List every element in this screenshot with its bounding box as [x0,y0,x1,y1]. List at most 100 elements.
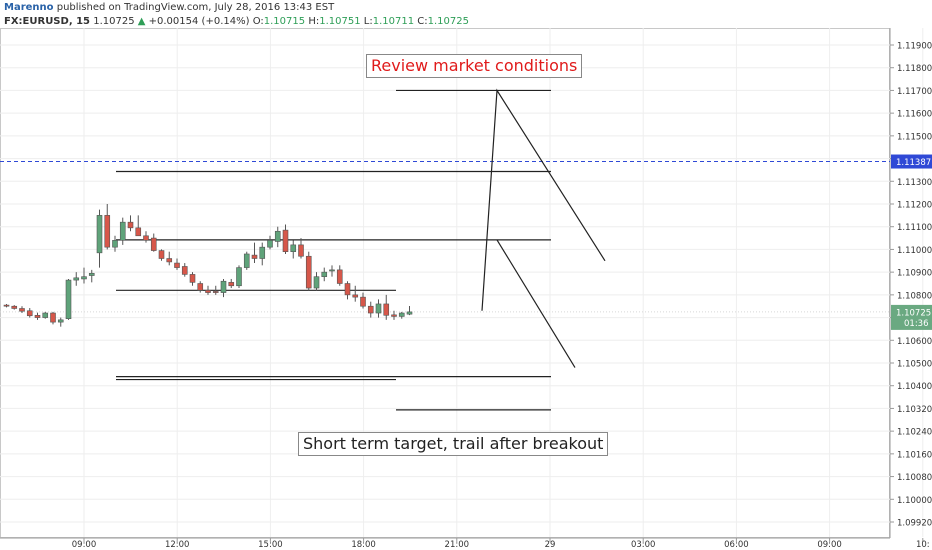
y-tick-label: 1.10080 [897,473,932,483]
countdown-label: 01:36 [904,319,929,329]
current-price-badge [891,304,932,330]
candle-body [267,240,273,248]
candle-body [112,240,118,248]
candle-body [197,283,204,291]
y-tick-label: 1.10000 [897,496,932,506]
y-tick-label: 1.11100 [897,223,932,233]
time-axis[interactable]: 09:00 12:00 15:00 18:00 21:00 29 03:00 06:00 09:… [0,537,930,550]
grid [0,28,924,537]
y-tick-label: 1.11700 [897,87,932,97]
candle-body [42,312,49,318]
author-name[interactable]: Marenno [4,2,54,13]
x-tick-label: 12:00 [165,540,190,550]
symbol-label: FX:EURUSD, 15 [4,16,91,27]
low-label: L: [363,16,373,27]
up-arrow-icon: ▲ [137,16,146,27]
breakout-projection-line [481,88,606,311]
y-tick-label: 1.11500 [897,132,932,142]
y-tick-label: 1.10600 [897,337,932,347]
candle-body [336,269,343,284]
y-tick-label: 1.10400 [897,382,932,392]
ohlc-legend: FX:EURUSD, 15 1.10725 ▲ +0.00154 (+0.14%… [4,16,469,27]
candle-body [88,272,95,276]
price-change: +0.00154 (+0.14%) [148,16,250,27]
candle-body [96,215,103,254]
breakdown-projection-line [496,239,576,368]
candle-body [251,254,258,259]
candle-body [367,305,374,314]
x-tick-label: 21:00 [445,540,470,550]
high-label: H: [308,16,320,27]
x-tick-label: 09:00 [72,540,97,550]
target-annotation-text: Short term target, trail after breakout [303,434,604,453]
candle-body [329,269,335,272]
open-label: O: [252,16,264,27]
candle-body [344,283,351,296]
y-tick-label: 1.10160 [897,450,932,460]
candle-body [19,308,25,312]
candle-body [360,296,366,307]
publish-info: Marenno published on TradingView.com, Ju… [4,2,334,13]
y-tick-label: 1.10320 [897,405,932,415]
price-axis[interactable]: 1.119001.118001.117001.116001.115001.114… [890,42,932,529]
close-value: 1.10725 [427,16,469,27]
y-tick-label: 1.11800 [897,64,932,74]
current-price-badge-label: 1.10725 [896,308,931,318]
dashed-level-badge [891,154,932,169]
review-annotation-text: Review market conditions [371,56,578,75]
candle-body [50,312,56,323]
candle-body [282,229,289,253]
candles[interactable] [3,204,413,327]
y-tick-label: 1.11900 [897,42,932,52]
high-value: 1.10751 [319,16,361,27]
candle-body [290,244,297,252]
candle-body [135,227,142,237]
candle-body [398,312,405,317]
low-value: 1.10711 [372,16,415,27]
candle-body [57,319,64,323]
dashed-level-badge-label: 1.11387 [896,158,931,168]
y-tick-label: 1.10800 [897,291,932,301]
candle-body [3,304,10,307]
candle-body [104,215,111,248]
candle-body [236,267,242,287]
candle-body [81,276,87,280]
candle-body [228,282,235,287]
candle-body [406,311,413,315]
open-value: 1.10715 [263,16,306,27]
y-tick-label: 1.10240 [897,428,932,438]
candle-body [119,221,126,241]
candle-body [65,279,72,320]
candle-body [26,310,33,317]
y-tick-label: 1.11600 [897,110,932,120]
candle-body [181,266,188,275]
candle-body [220,280,227,293]
y-tick-label: 1.09920 [897,519,932,529]
x-tick-label: 06:00 [724,540,749,550]
published-text: published on TradingView.com, July 28, 2… [56,2,335,13]
x-tick-label: 29 [545,540,556,550]
candle-body [305,255,312,289]
candle-body [174,262,180,268]
candle-body [243,253,250,268]
y-tick-label: 1.10500 [897,360,932,370]
candle-body [205,290,211,293]
candle-body [73,277,80,281]
drawing-lines[interactable] [116,88,606,411]
candle-body [321,271,328,277]
target-annotation[interactable]: Short term target, trail after breakout [298,432,609,456]
candle-body [352,294,359,298]
candle-body [166,258,173,263]
candle-body [34,314,41,318]
candle-body [313,276,320,289]
y-tick-label: 1.10900 [897,269,932,279]
candle-body [212,291,219,293]
candle-body [11,305,18,309]
candle-body [127,221,134,229]
y-tick-label: 1.11000 [897,246,932,256]
candle-body [150,237,157,251]
plot-border [0,28,890,538]
review-annotation[interactable]: Review market conditions [366,54,583,78]
